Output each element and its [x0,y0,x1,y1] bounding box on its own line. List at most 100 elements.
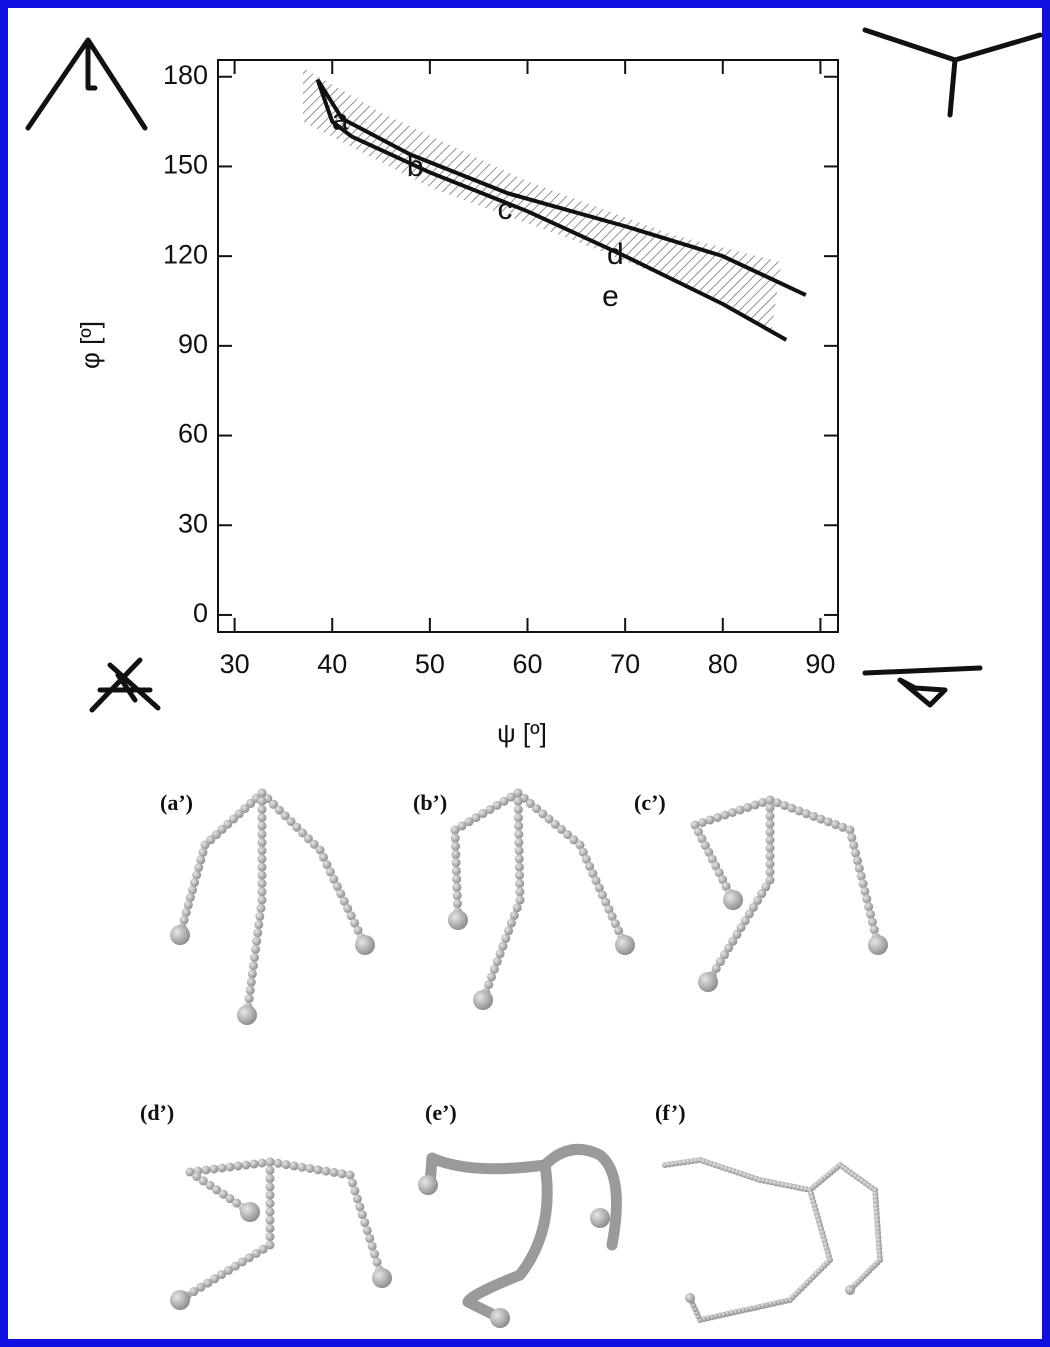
bead [495,949,505,959]
bead [336,889,346,899]
bead [487,972,497,982]
bead [581,854,591,864]
bead [240,804,250,814]
x-tick-label: 30 [220,649,250,679]
bead [251,1248,261,1258]
bead [852,856,862,866]
bead [251,944,261,954]
bead [280,811,290,821]
bead [498,941,508,951]
bead-chain [170,1157,275,1310]
bead [765,819,775,829]
bead [194,863,204,872]
bead [257,829,267,839]
bead [292,822,302,832]
bead [452,899,462,909]
bead [257,1158,267,1168]
bead [866,909,876,919]
bead [860,886,870,896]
bead [858,879,868,889]
bead [179,915,189,925]
bead [830,820,840,830]
bead [484,980,494,990]
bead [325,867,335,877]
bead [780,800,790,810]
bead [504,926,514,936]
y-tick-label: 30 [178,508,208,538]
bead-end [615,935,635,955]
bead [315,845,325,855]
bead-end [170,925,190,945]
bead-chain [513,788,635,955]
bead [246,798,256,808]
bead [245,985,255,995]
bead [513,813,523,823]
bead-end [685,1293,695,1303]
bead-chain [237,788,267,1025]
bead [234,809,244,819]
bead [183,900,193,910]
bead [514,821,524,831]
bead [514,837,524,847]
stick-figure [89,657,161,713]
y-tick-label: 120 [163,239,208,269]
bead [452,890,462,900]
bead-chain [662,1157,883,1295]
bead-end [723,890,743,910]
panel-label: (a’) [160,790,193,815]
bead [550,819,560,829]
bead [816,814,826,824]
bead [257,821,267,831]
bead [556,824,566,834]
bead [257,846,267,856]
y-tick-label: 150 [163,150,208,180]
bead [257,887,267,897]
bead [451,841,461,851]
bead [196,855,206,865]
bead [217,824,227,834]
bead [607,911,617,921]
bead [257,879,267,889]
y-axis-label: φ [º] [75,321,105,369]
bead-chain [448,788,523,930]
bead [720,810,730,820]
bead-end [698,972,718,992]
bead [794,806,804,816]
bead [610,919,620,929]
bead [851,848,861,858]
bead [569,835,579,845]
bead [711,963,721,973]
bead [225,1162,235,1172]
bead [297,1162,307,1172]
bead [257,854,267,864]
bead [594,883,604,893]
bead [192,1171,202,1181]
plot-frame [217,59,839,633]
x-tick-label: 70 [610,649,640,679]
boundary-line [315,78,807,297]
bead [711,861,721,871]
bead-end [868,935,888,955]
bead [515,895,525,905]
bead-end [590,1208,610,1228]
bead [346,911,356,921]
bead [758,798,767,807]
bead [704,847,714,857]
bead [591,876,601,886]
bead [514,854,524,864]
bead [724,943,734,953]
bead [765,851,775,861]
bead [489,964,499,974]
bead-end [845,1285,855,1295]
y-tick-label: 90 [178,329,208,359]
y-tick-label: 60 [178,419,208,449]
panel-label: (e’) [425,1100,457,1125]
panel-label: (b’) [413,790,447,815]
bead [856,871,866,881]
point-label: e [602,280,619,313]
bead-chain [765,795,888,955]
bead [715,957,725,967]
bead [313,1165,323,1175]
bead [357,1210,367,1220]
